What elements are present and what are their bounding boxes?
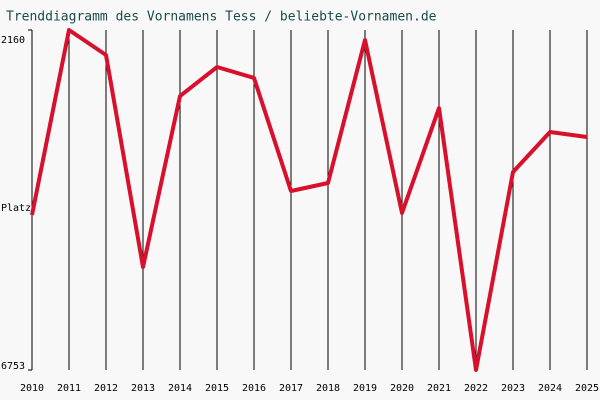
x-tick-label: 2022: [464, 383, 488, 394]
y-axis-label: Platz: [1, 203, 31, 214]
x-tick-label: 2013: [131, 383, 155, 394]
x-tick-label: 2012: [94, 383, 118, 394]
x-tick-label: 2010: [20, 383, 44, 394]
x-tick-label: 2015: [205, 383, 229, 394]
y-tick-label: 2160: [1, 35, 25, 46]
x-tick-label: 2024: [538, 383, 562, 394]
x-tick-label: 2020: [390, 383, 414, 394]
x-tick-label: 2023: [501, 383, 525, 394]
x-tick-label: 2019: [353, 383, 377, 394]
x-tick-label: 2011: [57, 383, 81, 394]
x-tick-label: 2025: [575, 383, 599, 394]
x-tick-label: 2014: [168, 383, 192, 394]
x-tick-label: 2021: [427, 383, 451, 394]
x-tick-label: 2018: [316, 383, 340, 394]
x-tick-label: 2017: [279, 383, 303, 394]
chart-title: Trenddiagramm des Vornamens Tess / belie…: [6, 10, 437, 25]
y-tick-label: 6753: [1, 361, 25, 372]
x-tick-label: 2016: [242, 383, 266, 394]
data-line: [30, 28, 588, 372]
